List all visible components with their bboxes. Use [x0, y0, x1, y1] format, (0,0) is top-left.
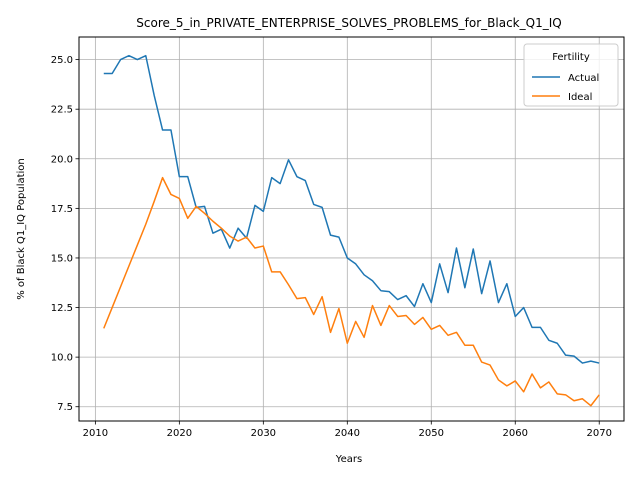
y-tick-label: 25.0: [51, 55, 73, 66]
y-axis-label: % of Black Q1_IQ Population: [16, 158, 27, 300]
x-tick-label: 2030: [251, 428, 276, 439]
y-tick-label: 22.5: [51, 105, 73, 116]
y-tick-label: 10.0: [51, 353, 73, 364]
y-tick-label: 12.5: [51, 303, 73, 314]
x-tick-label: 2060: [503, 428, 528, 439]
y-tick-label: 7.5: [57, 402, 73, 413]
x-tick-label: 2050: [419, 428, 444, 439]
legend: Fertility Actual Ideal: [523, 43, 619, 107]
legend-box: [523, 43, 619, 107]
x-tick-label: 2010: [83, 428, 108, 439]
x-axis-label: Years: [335, 454, 362, 465]
plot-frame: [78, 36, 625, 422]
series-group: [103, 54, 600, 407]
y-tick-label: 20.0: [51, 154, 73, 165]
grid: [79, 37, 624, 421]
legend-label-ideal: Ideal: [568, 92, 592, 103]
y-tick-label: 17.5: [51, 204, 73, 215]
y-tick-label: 15.0: [51, 253, 73, 264]
axis-ticks: 2010 2020 2030 2040 2050 2060 2070 7.5 10.0 12.5 1…: [51, 55, 612, 439]
series-line-actual: [103, 54, 600, 364]
x-tick-label: 2020: [167, 428, 192, 439]
chart-title: Score_5_in_PRIVATE_ENTERPRISE_SOLVES_PRO…: [136, 16, 561, 30]
legend-title: Fertility: [552, 52, 590, 63]
x-tick-label: 2040: [335, 428, 360, 439]
series-line-ideal: [103, 176, 600, 407]
x-tick-label: 2070: [587, 428, 612, 439]
legend-label-actual: Actual: [568, 73, 599, 84]
